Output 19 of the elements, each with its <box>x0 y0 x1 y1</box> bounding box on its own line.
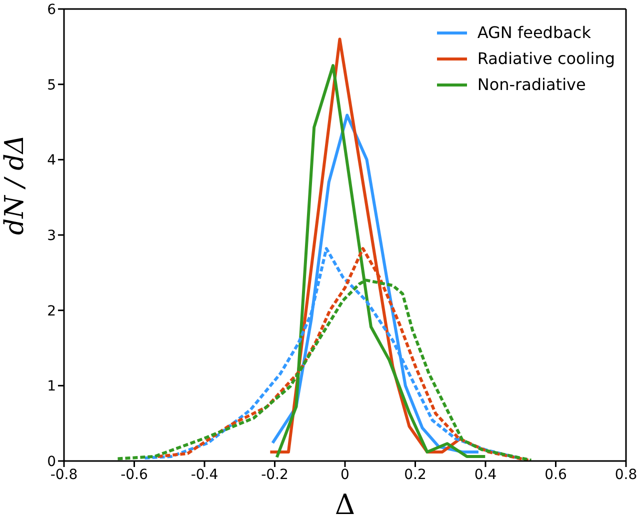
x-tick-label: 0.8 <box>614 466 637 483</box>
x-tick-label: 0 <box>340 466 350 483</box>
y-tick-label: 4 <box>47 152 56 169</box>
legend-label: Radiative cooling <box>477 48 615 70</box>
legend-label: AGN feedback <box>477 22 591 44</box>
y-tick-label: 1 <box>47 378 56 395</box>
x-tick-label: 0.2 <box>404 466 426 483</box>
legend-label: Non-radiative <box>477 74 586 96</box>
x-tick-label: 0.6 <box>544 466 567 483</box>
x-tick-label: -0.2 <box>261 466 288 483</box>
x-tick-label: 0.4 <box>474 466 497 483</box>
y-tick-label: 6 <box>47 2 56 18</box>
x-tick-label: -0.6 <box>120 466 148 483</box>
y-tick-label: 2 <box>47 303 56 320</box>
y-axis-title: dN / dΔ <box>0 134 30 235</box>
y-tick-label: 5 <box>47 77 56 94</box>
x-axis-title: Δ <box>334 488 356 516</box>
x-tick-label: -0.4 <box>190 466 218 483</box>
y-tick-label: 3 <box>47 228 56 244</box>
